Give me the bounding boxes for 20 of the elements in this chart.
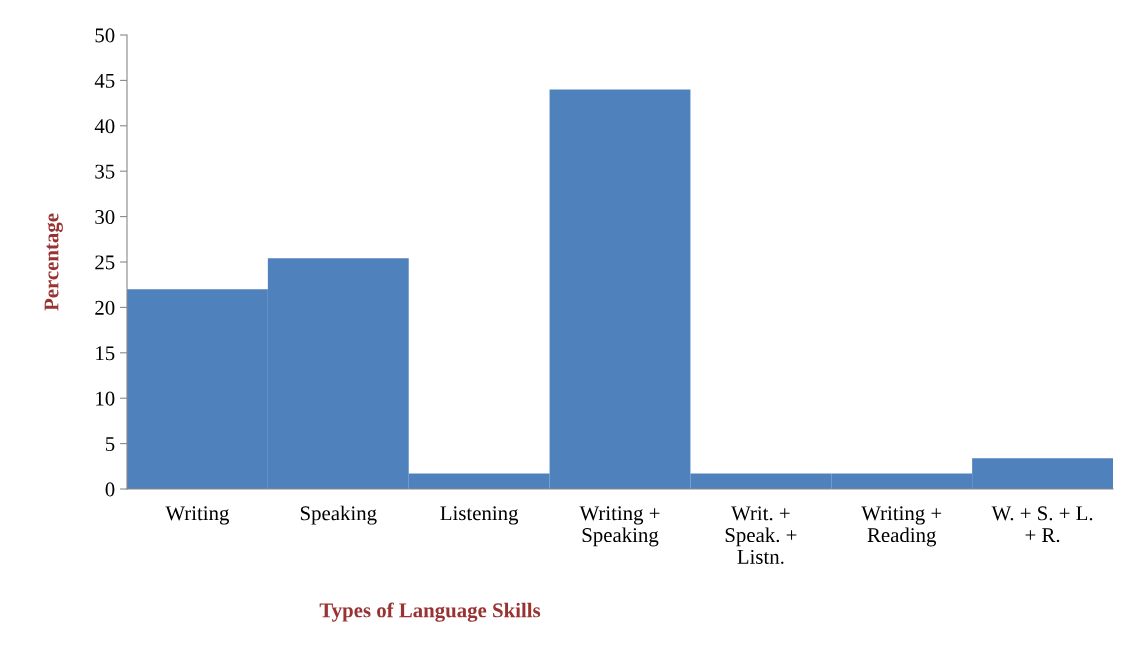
x-tick-label: W. + S. + L. + R. — [991, 506, 1093, 543]
y-axis-title: Percentage — [44, 213, 63, 311]
y-tick-label: 5 — [105, 437, 115, 452]
x-tick-label: Speaking — [300, 505, 377, 525]
x-tick-label: Listening — [440, 506, 519, 525]
y-tick-label: 50 — [95, 28, 115, 43]
x-tick-label: Writing — [165, 506, 230, 525]
x-axis-title: Types of Language Skills — [319, 602, 541, 622]
x-tick-label: Writing + Speaking — [579, 506, 660, 547]
y-tick-label: 30 — [95, 209, 115, 225]
x-tick-label: Writing + Reading — [861, 506, 942, 547]
y-tick-label: 20 — [95, 300, 115, 315]
y-tick-label: 0 — [105, 482, 115, 497]
y-tick-label: 25 — [95, 255, 115, 270]
y-tick-label: 40 — [94, 119, 115, 134]
y-tick-label: 45 — [94, 73, 115, 88]
y-tick-label: 10 — [96, 391, 115, 406]
y-tick-label: 35 — [95, 164, 115, 179]
y-tick-label: 15 — [96, 346, 115, 361]
x-tick-label: Writ. + Speak. + Listn. — [725, 506, 797, 564]
